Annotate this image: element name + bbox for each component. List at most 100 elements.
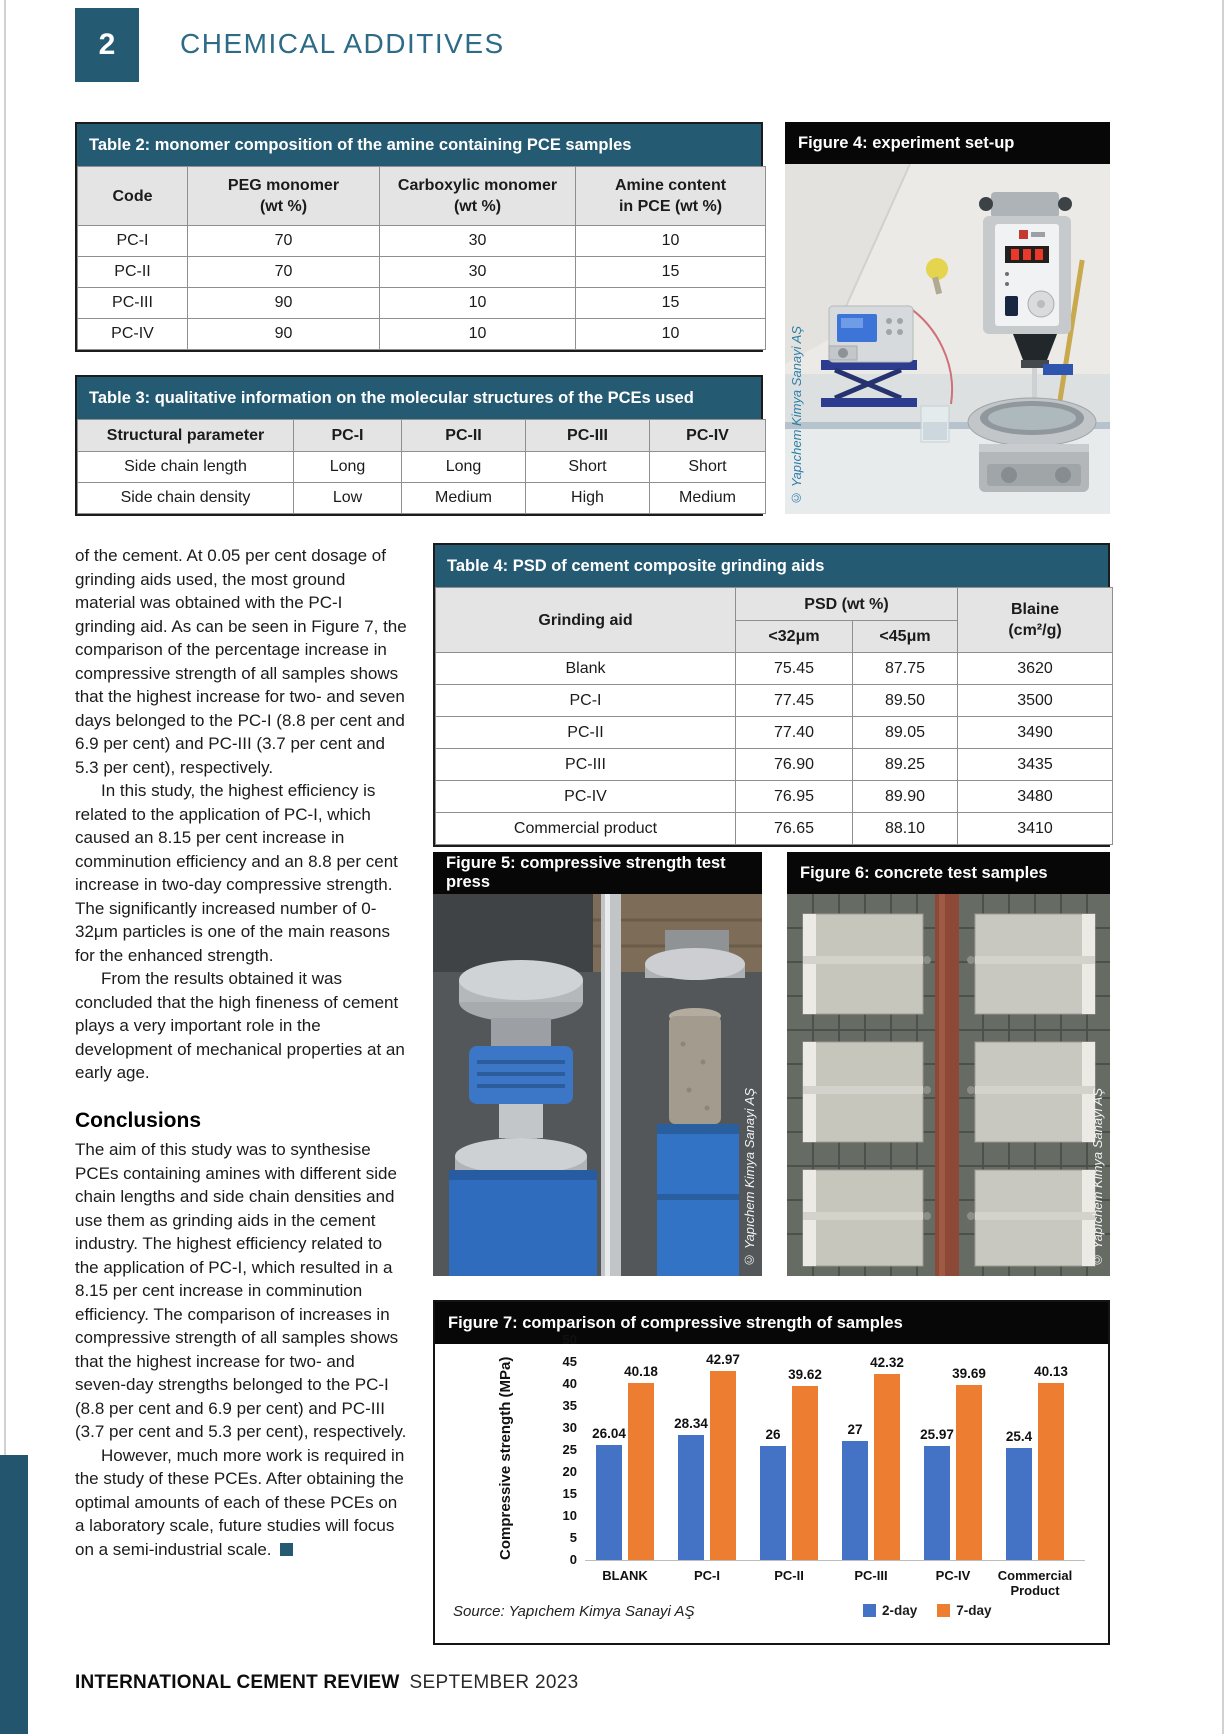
table-cell: 76.65: [735, 812, 853, 845]
table-cell: PC-III: [435, 748, 736, 781]
table-cell: 89.50: [851, 684, 959, 717]
table-cell: 3435: [957, 748, 1114, 781]
figure4: Figure 4: experiment set-up: [785, 122, 1110, 514]
figure6-photo: © Yapıchem Kimya Sanayi AŞ: [787, 894, 1110, 1276]
column-header: PC-II: [401, 419, 526, 452]
table-cell: 10: [575, 225, 766, 257]
table-cell: 75.45: [735, 652, 853, 685]
column-header: Carboxylic monomer (wt %): [379, 166, 576, 226]
table-cell: Low: [293, 482, 402, 514]
y-tick-label: 40: [562, 1376, 577, 1391]
table-cell: PC-II: [77, 256, 188, 288]
category-label: PC-III: [854, 1568, 888, 1583]
section-title: CHEMICAL ADDITIVES: [180, 28, 505, 59]
table-cell: 76.90: [735, 748, 853, 781]
bar-7-day-commercial-product: [1038, 1383, 1064, 1560]
table-cell: 89.90: [851, 780, 959, 813]
figure7-chart: Compressive strength (MPa) Source: Yapıc…: [435, 1302, 1108, 1643]
y-tick-label: 50: [562, 1332, 577, 1347]
table-row: PC-I 77.45 89.50 3500: [435, 684, 1114, 717]
bar-2-day-pc-i: [678, 1435, 704, 1560]
table-cell: 15: [575, 256, 766, 288]
bar-7-day-pc-ii: [792, 1385, 818, 1560]
table-cell: Side chain length: [77, 451, 294, 483]
table-cell: 10: [379, 318, 576, 350]
conclusions-heading: Conclusions: [75, 1108, 202, 1132]
table-cell: PC-II: [435, 716, 736, 749]
figure7: Figure 7: comparison of compressive stre…: [433, 1300, 1110, 1645]
figure4-photo: © Yapıchem Kimya Sanayi AŞ: [785, 164, 1110, 514]
bar-2-day-pc-ii: [760, 1445, 786, 1560]
table-cell: 76.95: [735, 780, 853, 813]
y-tick-label: 35: [562, 1398, 577, 1413]
table-cell: 3500: [957, 684, 1114, 717]
table-cell: Side chain density: [77, 482, 294, 514]
table-cell: 3490: [957, 716, 1114, 749]
figure5-photo: © Yapıchem Kimya Sanayi AŞ: [433, 894, 762, 1276]
table-cell: Long: [293, 451, 402, 483]
table-cell: 77.40: [735, 716, 853, 749]
category-label: BLANK: [602, 1568, 648, 1583]
table-cell: 90: [187, 318, 380, 350]
chart-x-axis-line: [585, 1560, 1085, 1561]
table-cell: 10: [575, 318, 766, 350]
category-label: PC-II: [774, 1568, 804, 1583]
table4-title: Table 4: PSD of cement composite grindin…: [435, 545, 1108, 587]
figure4-credit: © Yapıchem Kimya Sanayi AŞ: [789, 326, 804, 506]
table-row: Side chain density Low Medium High Medium: [77, 482, 766, 514]
footer-magazine-name: INTERNATIONAL CEMENT REVIEW: [75, 1672, 400, 1693]
column-header: PEG monomer (wt %): [187, 166, 380, 226]
table-cell: Medium: [649, 482, 766, 514]
table-cell: 70: [187, 256, 380, 288]
table-cell: 10: [379, 287, 576, 319]
category-label: PC-IV: [935, 1568, 971, 1583]
bar-7-day-pc-iv: [956, 1385, 982, 1560]
table2-title: Table 2: monomer composition of the amin…: [77, 124, 761, 166]
table-cell: 89.25: [851, 748, 959, 781]
category-label: PC-I: [694, 1568, 720, 1583]
table-row: PC-I 70 30 10: [77, 225, 766, 257]
table4-col-blaine: Blaine (cm²/g): [957, 587, 1114, 653]
y-tick-label: 30: [562, 1420, 577, 1435]
figure5-credit: © Yapıchem Kimya Sanayi AŞ: [742, 1088, 757, 1268]
y-tick-label: 5: [569, 1530, 577, 1545]
table-cell: High: [525, 482, 650, 514]
legend-item-7-day: 7-day: [937, 1603, 992, 1618]
bar-value-label: 42.32: [870, 1354, 904, 1370]
category-label: Commercial Product: [997, 1568, 1073, 1598]
test-press-illustration: [433, 894, 762, 1276]
table4-col-sub45: <45μm: [851, 620, 959, 653]
bar-value-label: 40.18: [624, 1364, 658, 1380]
table-cell: Short: [525, 451, 650, 483]
lab-setup-illustration: [785, 164, 1110, 514]
legend-item-2-day: 2-day: [863, 1603, 917, 1618]
concrete-samples-illustration: [787, 894, 1110, 1276]
legend-label: 2-day: [882, 1603, 918, 1618]
table-cell: 89.05: [851, 716, 959, 749]
table-row: PC-II 70 30 15: [77, 256, 766, 288]
figure5: Figure 5: compressive strength test pres…: [433, 852, 762, 1276]
table-cell: PC-IV: [435, 780, 736, 813]
table4: Grinding aid PSD (wt %) Blaine (cm²/g) <3…: [435, 587, 1114, 845]
chart-legend: 2-day 7-day: [863, 1603, 992, 1618]
y-tick-label: 25: [562, 1442, 577, 1457]
legend-label: 7-day: [956, 1603, 992, 1618]
table-cell: Short: [649, 451, 766, 483]
table4-col-sub32: <32μm: [735, 620, 853, 653]
table2: Code PEG monomer (wt %) Carboxylic monomer(…: [77, 166, 766, 350]
table4-col-grinding-aid: Grinding aid: [435, 587, 736, 653]
bar-2-day-commercial-product: [1006, 1448, 1032, 1560]
figure6-credit: © Yapıchem Kimya Sanayi AŞ: [1090, 1088, 1105, 1268]
table4-header-row-2: <32μm <45μm: [436, 620, 1113, 653]
body-paragraph: From the results obtained it was conclud…: [75, 969, 405, 1082]
bar-value-label: 25.97: [920, 1426, 954, 1442]
column-header: PC-III: [525, 419, 650, 452]
table-cell: 87.75: [851, 652, 959, 685]
column-header: PC-I: [293, 419, 402, 452]
bar-value-label: 42.97: [706, 1351, 740, 1367]
bar-2-day-blank: [596, 1445, 622, 1560]
table-cell: 88.10: [851, 812, 959, 845]
table-cell: Long: [401, 451, 526, 483]
left-margin-accent-bar: [0, 1455, 28, 1734]
y-tick-label: 15: [562, 1486, 577, 1501]
